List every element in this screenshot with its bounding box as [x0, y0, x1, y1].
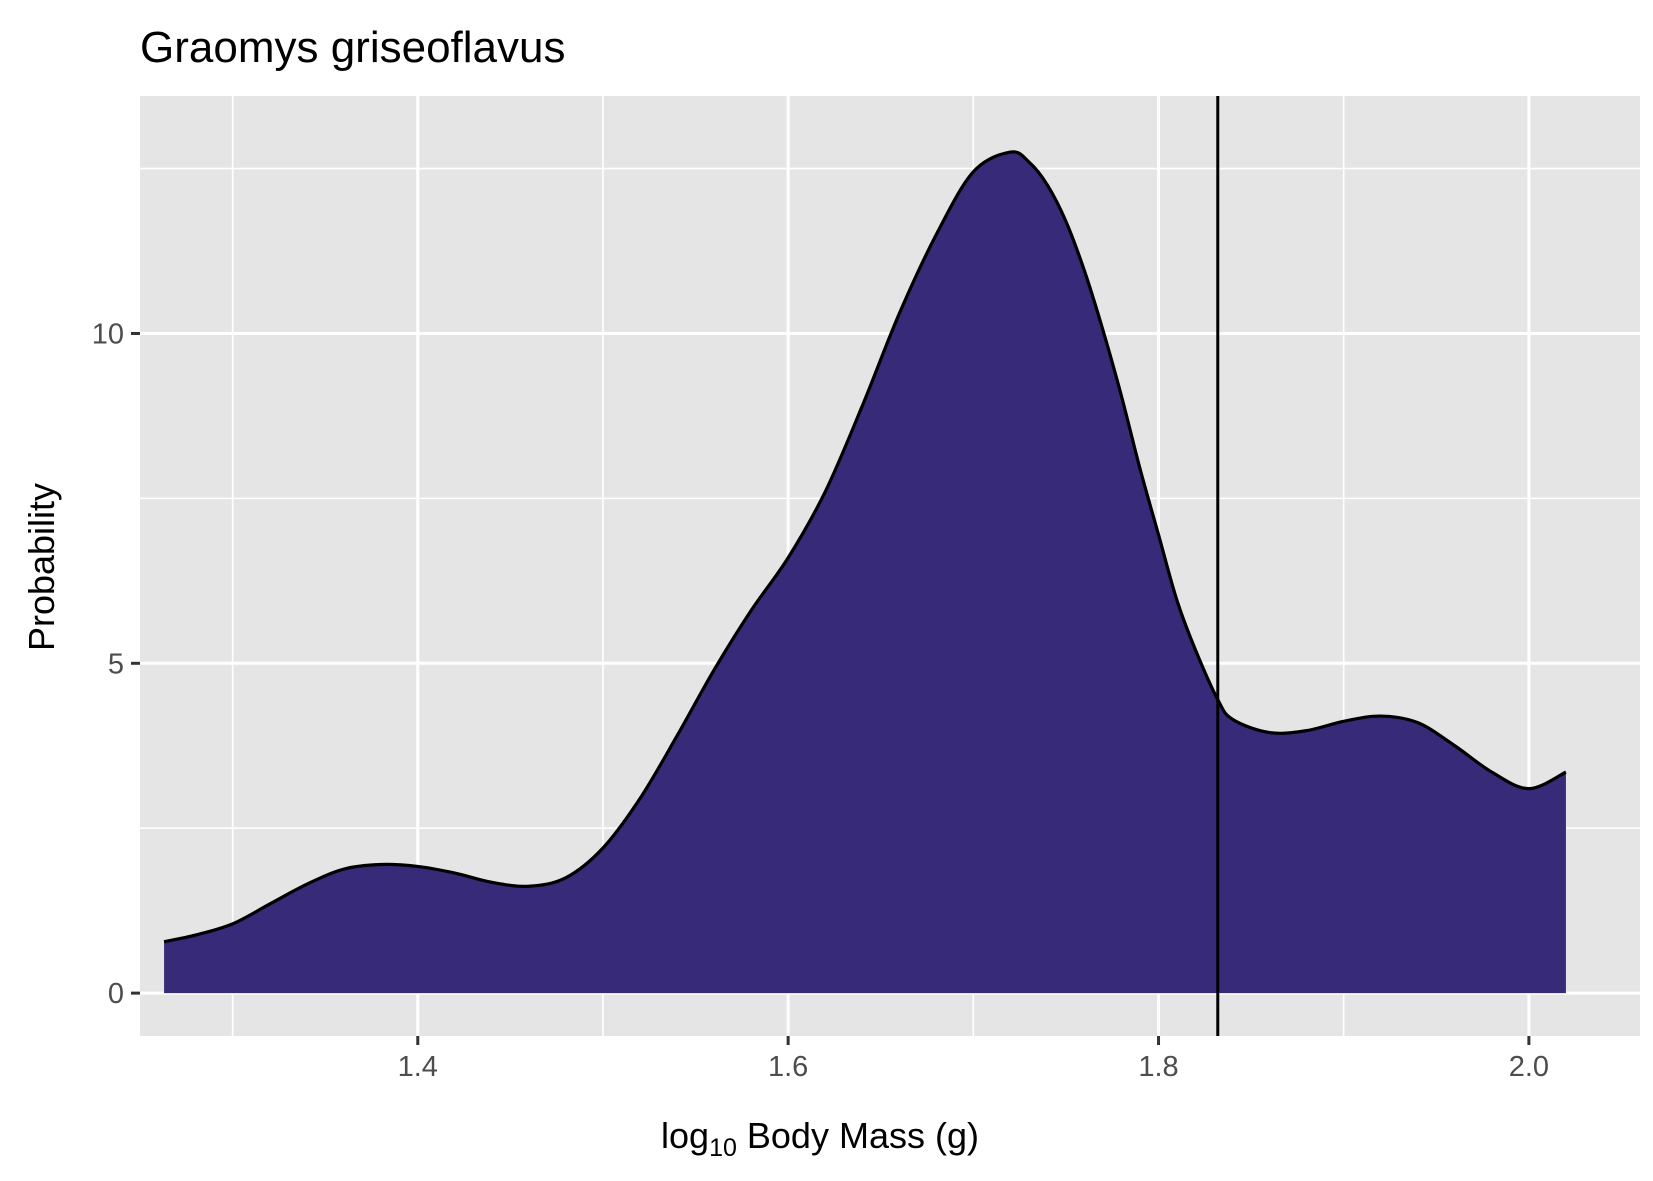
x-axis-title-subscript: 10 — [709, 1134, 737, 1162]
y-tick-label: 10 — [92, 318, 124, 350]
y-tick-label: 5 — [108, 648, 124, 680]
chart-title: Graomys griseoflavus — [140, 23, 565, 72]
x-axis: 1.4 1.6 1.8 2.0 — [398, 1036, 1549, 1083]
y-tick-label: 0 — [108, 978, 124, 1010]
x-axis-title: log10 Body Mass (g) — [661, 1115, 979, 1162]
y-axis-title: Probability — [21, 483, 62, 651]
density-curve — [163, 150, 1567, 944]
x-tick-label: 1.8 — [1138, 1051, 1178, 1083]
x-tick-label: 2.0 — [1509, 1051, 1549, 1083]
y-axis: 0 5 10 — [92, 318, 140, 1010]
x-tick-label: 1.4 — [398, 1051, 438, 1083]
x-tick-label: 1.6 — [768, 1051, 808, 1083]
density-area — [164, 151, 1566, 994]
